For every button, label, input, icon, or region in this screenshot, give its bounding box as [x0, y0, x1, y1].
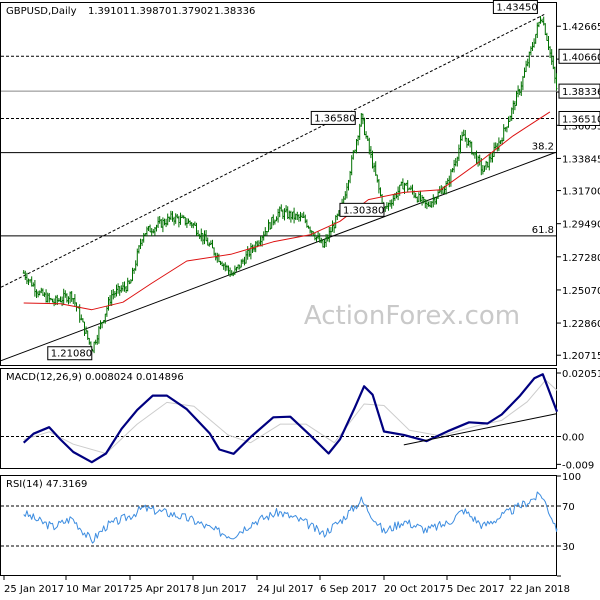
- current-price-box: [558, 83, 600, 99]
- macd-panel-frame: [0, 368, 557, 469]
- price-y-tick-label: 1.27280: [562, 253, 600, 264]
- macd-title: MACD(12,26,9) 0.008024 0.014896: [6, 372, 184, 383]
- fibonacci-label: 38.2: [532, 142, 554, 153]
- annotation-box: [492, 0, 538, 14]
- x-tick-label: 25 Apr 2017: [130, 584, 192, 595]
- price-y-tick-label: 1.36055: [562, 121, 600, 132]
- macd-panel: 0.02051 0.00 -0.009: [1, 369, 600, 471]
- x-tick-label: 25 Jan 2017: [4, 584, 64, 595]
- x-tick-label: 20 Oct 2017: [384, 584, 446, 595]
- annotation-label: 1.30380: [343, 205, 384, 216]
- fibonacci-label: 61.8: [532, 225, 554, 236]
- x-tick-label: 24 Jul 2017: [257, 584, 314, 595]
- x-axis: 25 Jan 2017 10 Mar 2017 25 Apr 2017 8 Jun 2…: [3, 576, 570, 595]
- price-header: GBPUSD,Daily 1.39101 1.39870 1.37902 1.3…: [6, 6, 255, 17]
- x-tick-label: 10 Mar 2017: [66, 584, 129, 595]
- annotation-box: [339, 202, 385, 217]
- x-tick-label: 8 Jun 2017: [193, 584, 247, 595]
- level-label: 1.40660: [562, 52, 600, 63]
- rsi-line: [23, 491, 558, 544]
- macd-line: [22, 373, 559, 464]
- price-high: 1.39870: [130, 6, 171, 17]
- price-low: 1.37902: [172, 6, 213, 17]
- price-panel-frame: [0, 2, 557, 366]
- annotation-box: [47, 346, 93, 361]
- price-title: GBPUSD,Daily: [6, 6, 77, 17]
- annotation-label: 1.43450: [496, 2, 537, 13]
- price-y-tick-label: 1.22860: [562, 319, 600, 330]
- x-tick-label: 6 Sep 2017: [320, 584, 377, 595]
- lower-trend-line: [0, 151, 556, 362]
- upper-channel-line: [0, 14, 545, 288]
- level-label: 1.36510: [562, 114, 600, 125]
- macd-trend-line: [403, 413, 558, 446]
- watermark: ActionForex.com: [304, 301, 520, 331]
- level-label-box: [558, 48, 600, 64]
- price-y-tick-label: 1.33845: [562, 154, 600, 165]
- price-y-tick-label: 1.42665: [562, 22, 600, 33]
- price-panel: 1.426651.404701.382751.360551.338451.317…: [0, 0, 600, 362]
- annotation-label: 1.36580: [314, 113, 355, 124]
- price-y-tick-label: 1.25070: [562, 286, 600, 297]
- macd-y-tick-label: -0.009: [562, 460, 594, 471]
- level-label-box: [558, 110, 600, 126]
- rsi-panel-frame: [0, 475, 557, 576]
- annotation-label: 1.21080: [51, 349, 92, 360]
- price-y-tick-label: 1.31700: [562, 187, 600, 198]
- price-y-tick-label: 1.20715: [562, 351, 600, 362]
- macd-y-tick-label: 0.02051: [562, 369, 600, 380]
- rsi-y-tick-label: 100: [562, 472, 581, 483]
- macd-y-tick-label: 0.00: [562, 432, 584, 443]
- annotation-box: [310, 110, 356, 125]
- rsi-y-tick-label: 30: [562, 542, 575, 553]
- price-y-tick-label: 1.29490: [562, 220, 600, 231]
- current-price-label: 1.38336: [562, 87, 600, 98]
- rsi-panel: 100 70 30: [1, 472, 581, 577]
- rsi-title: RSI(14) 47.3169: [6, 479, 87, 490]
- moving-average-line: [23, 111, 551, 311]
- macd-signal-line: [23, 379, 558, 454]
- price-close: 1.38336: [214, 6, 255, 17]
- x-tick-label: 5 Dec 2017: [447, 584, 505, 595]
- x-tick-label: 22 Jan 2018: [510, 584, 570, 595]
- rsi-y-tick-label: 70: [562, 502, 575, 513]
- price-open: 1.39101: [88, 6, 129, 17]
